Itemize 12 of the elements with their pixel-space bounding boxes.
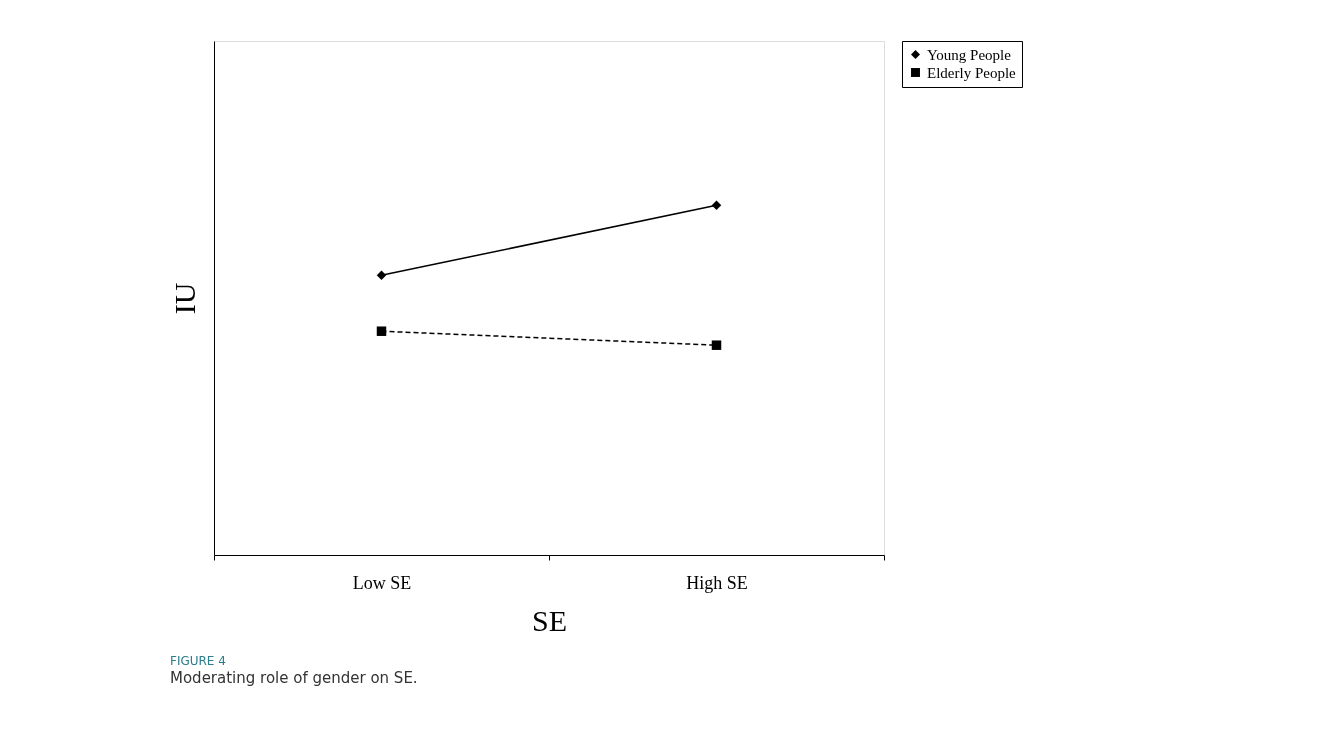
caption: FIGURE 4 [170, 654, 226, 668]
x-tick-label: Low SE [352, 572, 412, 593]
x-axis-title: SE [531, 603, 568, 637]
point [711, 200, 722, 211]
y-axis-title: IU [167, 282, 201, 315]
point [376, 326, 387, 336]
point [376, 270, 387, 281]
point [711, 340, 722, 350]
legend-label: Elderly People [927, 64, 1017, 81]
text: Moderating role of gender on SE. [170, 669, 418, 687]
legend-label: Young People [927, 46, 1012, 63]
x-tick-label: High SE [686, 572, 748, 593]
